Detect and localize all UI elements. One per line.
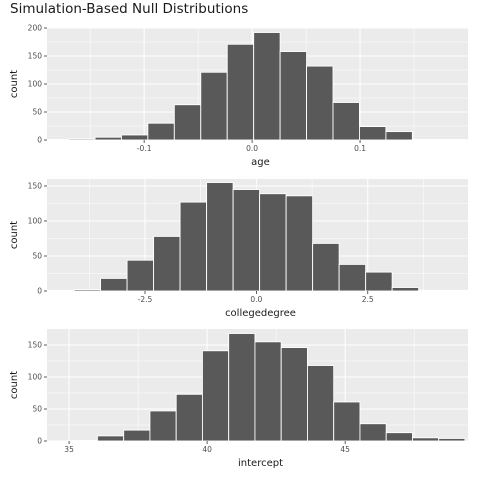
chart-0-bar: [411, 138, 440, 141]
chart-0-bar: [332, 102, 360, 141]
chart-2-bar: [307, 365, 335, 442]
chart-1-bar: [100, 277, 128, 292]
chart-2-x-tick-label: 35: [64, 445, 74, 454]
chart-0-x-tick-label: 0.0: [246, 144, 258, 153]
chart-0-y-tick-label: 150: [28, 52, 43, 61]
chart-0-x-tick-label: -0.1: [137, 144, 152, 153]
chart-2-bar: [438, 437, 466, 442]
chart-1-bar: [312, 242, 340, 292]
chart-0-y-tick-label: 50: [32, 108, 42, 117]
chart-2-bar: [123, 429, 151, 442]
chart-2-y-tick-label: 150: [28, 341, 43, 350]
chart-1-y-tick-label: 0: [37, 287, 42, 296]
chart-2-y-tick-label: 0: [37, 437, 42, 446]
chart-1-bar: [126, 259, 155, 292]
chart-1-y-tick-label: 150: [28, 182, 43, 191]
chart-2-bar: [359, 423, 387, 442]
chart-1-bar: [444, 289, 473, 292]
chart-1-bar: [206, 182, 234, 292]
chart-0-bar: [253, 32, 281, 141]
chart-2-y-axis-title: count: [9, 371, 20, 399]
chart-0-bar: [68, 138, 96, 141]
chart-0-y-axis-title: count: [9, 70, 20, 98]
chart-2-x-axis-title: intercept: [238, 458, 283, 469]
chart-2-bar: [201, 350, 230, 442]
chart-0-bar: [438, 138, 466, 141]
chart-0-y-tick-label: 0: [37, 136, 42, 145]
chart-1-bar: [179, 201, 208, 292]
chart-0-y-tick-label: 200: [28, 24, 43, 33]
chart-2-bar: [149, 410, 177, 442]
chart-0-bar: [94, 136, 122, 141]
chart-1-bar: [232, 189, 261, 292]
chart-1-bar: [153, 235, 181, 292]
chart-2-bar: [96, 435, 125, 442]
chart-1-x-tick-label: 2.5: [362, 295, 374, 304]
chart-0-bar: [385, 131, 413, 141]
chart-2-bar: [333, 401, 361, 442]
chart-1-bar: [338, 263, 367, 292]
chart-1-bar: [47, 289, 75, 292]
chart-1-bar: [391, 287, 420, 292]
chart-1-y-axis-title: count: [9, 221, 20, 249]
chart-1-bar: [73, 289, 102, 292]
chart-0-x-axis-title: age: [251, 157, 270, 168]
chart-2-bar: [412, 437, 440, 442]
chart-1-bar: [259, 193, 287, 292]
chart-0-bar: [359, 126, 387, 141]
intercept-histogram-panel: 0 50 100 150 35 40 45 intercept count: [9, 329, 468, 469]
chart-2-y-tick-label: 50: [32, 405, 42, 414]
page-title: Simulation-Based Null Distributions: [10, 1, 249, 17]
chart-1-x-tick-label: -2.5: [138, 295, 153, 304]
chart-1-bar: [285, 195, 314, 292]
chart-2-bar: [280, 347, 308, 442]
chart-0-y-tick-label: 100: [28, 80, 43, 89]
chart-0-bar: [306, 65, 334, 141]
chart-1-bar: [365, 271, 393, 292]
chart-0-x-tick-label: 0.1: [354, 144, 366, 153]
chart-1-x-tick-label: 0.0: [250, 295, 262, 304]
chart-2-x-tick-label: 45: [340, 445, 350, 454]
chart-0-bar: [200, 71, 228, 141]
chart-1-x-axis-title: collegedegree: [225, 308, 296, 319]
chart-2-y-tick-label: 100: [28, 373, 43, 382]
chart-2-bar: [175, 393, 203, 442]
chart-2-bar: [254, 341, 282, 442]
chart-1-y-tick-label: 50: [32, 252, 42, 261]
chart-0-bar: [279, 51, 308, 141]
chart-1-bar: [418, 289, 446, 292]
chart-0-bar: [173, 104, 202, 141]
chart-1-y-tick-label: 100: [28, 217, 43, 226]
chart-2-bar: [385, 432, 413, 442]
collegedegree-histogram-panel: 0 50 100 150 -2.5 0.0 2.5 collegedegree count: [9, 179, 473, 319]
chart-2-bar: [228, 333, 256, 442]
age-histogram-panel: 0 50 100 150 200 -0.1 0.0 0.1 age count: [9, 24, 468, 168]
chart-2-bar: [70, 439, 98, 442]
chart-0-bar: [120, 134, 149, 141]
chart-0-bar: [226, 43, 255, 141]
chart-0-bar: [147, 122, 175, 141]
chart-2-x-tick-label: 40: [202, 445, 212, 454]
